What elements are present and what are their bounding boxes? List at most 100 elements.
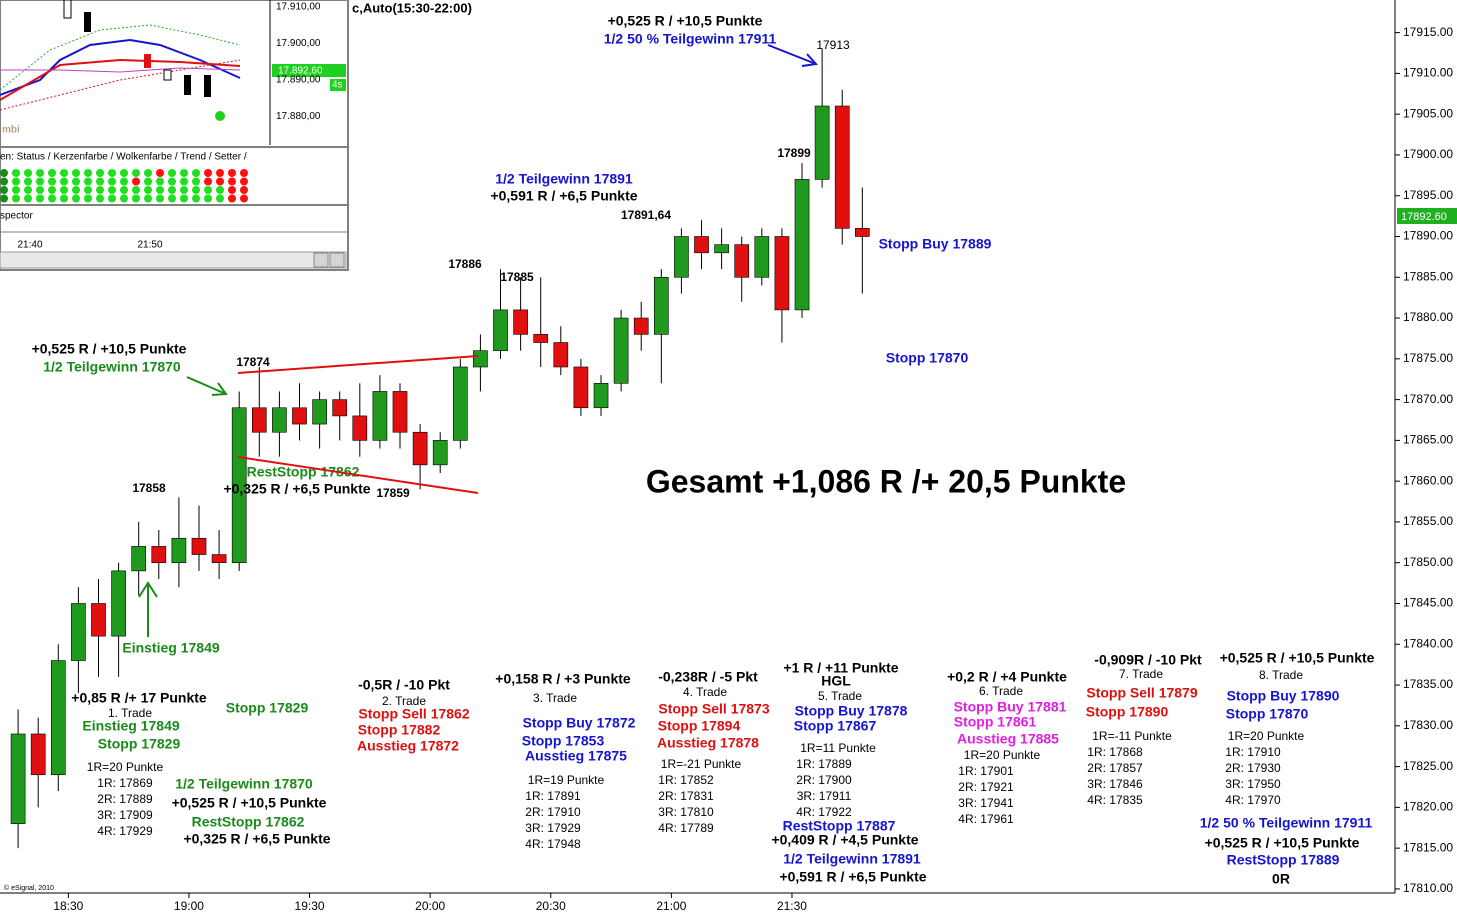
status-dot	[240, 177, 248, 186]
status-dot	[216, 177, 224, 186]
candle-body	[473, 350, 488, 368]
annotation: 1R: 17910	[1225, 745, 1281, 759]
annotation: Einstieg 17849	[82, 718, 179, 734]
status-dot	[36, 186, 44, 194]
y-tick-label: 17875.00	[1403, 351, 1453, 365]
annotation: +0,325 R / +6,5 Punkte	[183, 831, 330, 847]
annotation: 17859	[376, 486, 410, 500]
y-tick-label: 17890.00	[1403, 229, 1453, 243]
annotation: 1R: 17852	[658, 773, 714, 787]
annotation: Stopp 17870	[1226, 706, 1309, 722]
annotation: 4R: 17970	[1225, 793, 1281, 807]
status-dot	[168, 194, 176, 203]
candle-body	[573, 366, 589, 409]
annotation: 1R=20 Punkte	[964, 748, 1041, 762]
annotation: +0,525 R / +10,5 Punkte	[172, 795, 327, 811]
status-dot	[108, 177, 116, 186]
status-dot	[132, 177, 140, 186]
status-dot	[168, 177, 176, 186]
status-dot	[48, 194, 56, 203]
annotation: +0,158 R / +3 Punkte	[495, 671, 631, 687]
annotation: Stopp 17867	[794, 718, 877, 734]
y-tick-label: 17865.00	[1403, 433, 1453, 447]
annotation: 3R: 17929	[525, 821, 581, 835]
status-dot	[72, 169, 80, 177]
status-dot	[36, 169, 44, 177]
status-dot	[168, 186, 176, 194]
status-dot	[216, 186, 224, 194]
candle-body	[714, 244, 729, 254]
status-dot	[36, 177, 44, 186]
y-tick-label: 17860.00	[1403, 473, 1453, 487]
y-tick-label: 17905.00	[1403, 106, 1453, 120]
annotation: 4R: 17929	[97, 824, 153, 838]
y-tick-label: 17820.00	[1403, 800, 1453, 814]
inset-time-label: 21:50	[137, 240, 162, 251]
x-tick-label: 19:30	[295, 899, 325, 913]
status-dot	[204, 169, 212, 177]
status-dot	[108, 194, 116, 203]
status-dot	[120, 177, 128, 186]
inset-time-label: 21:40	[17, 240, 42, 251]
status-dot	[240, 186, 248, 194]
annotation: 17913	[816, 38, 850, 52]
annotation: 17886	[448, 257, 482, 271]
status-dot	[132, 194, 140, 203]
annotation: RestStopp 17889	[1227, 852, 1340, 868]
annotation: 3R: 17911	[797, 789, 852, 803]
annotation: 17891,64	[621, 208, 671, 222]
status-dot	[0, 169, 8, 177]
status-dot	[120, 169, 128, 177]
status-dot	[180, 169, 188, 177]
annotation: +0,85 R /+ 17 Punkte	[71, 690, 207, 706]
annotation: Ausstieg 17885	[957, 731, 1059, 747]
annotation: Stopp Sell 17862	[358, 706, 469, 722]
status-dot	[0, 194, 8, 203]
annotation: 4. Trade	[683, 685, 727, 699]
annotation: Ausstieg 17875	[525, 748, 627, 764]
candle-body	[734, 244, 750, 278]
status-dot	[180, 177, 188, 186]
annotation: 3R: 17909	[97, 808, 153, 822]
annotation: +0,2 R / +4 Punkte	[947, 669, 1067, 685]
status-dot	[84, 186, 92, 194]
annotation: 1R: 17891	[525, 789, 581, 803]
y-tick-label: 17815.00	[1403, 840, 1453, 854]
status-dot	[120, 194, 128, 203]
last-price: 17892.60	[1401, 211, 1447, 223]
annotation: Stopp 17890	[1086, 704, 1169, 720]
annotation: 1R: 17889	[796, 757, 852, 771]
status-dot	[48, 186, 56, 194]
plot: 17810.00 17815.00 17820.00 17825.00 17830.00…	[10, 13, 1453, 913]
x-tick-label: 20:00	[415, 899, 445, 913]
status-dot	[12, 194, 20, 203]
candle-body	[50, 660, 66, 776]
y-tick-label: 17915.00	[1403, 25, 1453, 39]
annotation: 1R: 17868	[1087, 745, 1143, 759]
inset-last-price: 17.892,60	[278, 66, 323, 77]
candle-body	[633, 317, 649, 335]
candle-body	[774, 236, 790, 311]
inset-panel: spector	[0, 211, 33, 222]
status-dot	[192, 177, 200, 186]
annotation: +0,409 R / +4,5 Punkte	[771, 832, 918, 848]
status-dot	[120, 186, 128, 194]
annotation: Stopp Sell 17879	[1086, 685, 1197, 701]
candle-body	[10, 733, 26, 824]
status-dot	[156, 186, 164, 194]
candle-body	[312, 399, 327, 425]
candle-body	[91, 603, 106, 637]
status-dot	[96, 177, 104, 186]
candle-body	[111, 570, 126, 637]
candle-body	[131, 546, 147, 572]
y-tick-label: 17825.00	[1403, 759, 1453, 773]
y-tick-label: 17900.00	[1403, 147, 1453, 161]
chart-header: c,Auto(15:30-22:00)	[352, 0, 472, 15]
annotation: 3R: 17810	[658, 805, 714, 819]
annotation: +0,525 R / +10,5 Punkte	[1205, 835, 1360, 851]
annotation: 3R: 17846	[1087, 777, 1143, 791]
candle-body	[211, 554, 227, 564]
status-dot	[228, 169, 236, 177]
status-dot	[228, 186, 236, 194]
annotation: Stopp Buy 17890	[1227, 688, 1340, 704]
